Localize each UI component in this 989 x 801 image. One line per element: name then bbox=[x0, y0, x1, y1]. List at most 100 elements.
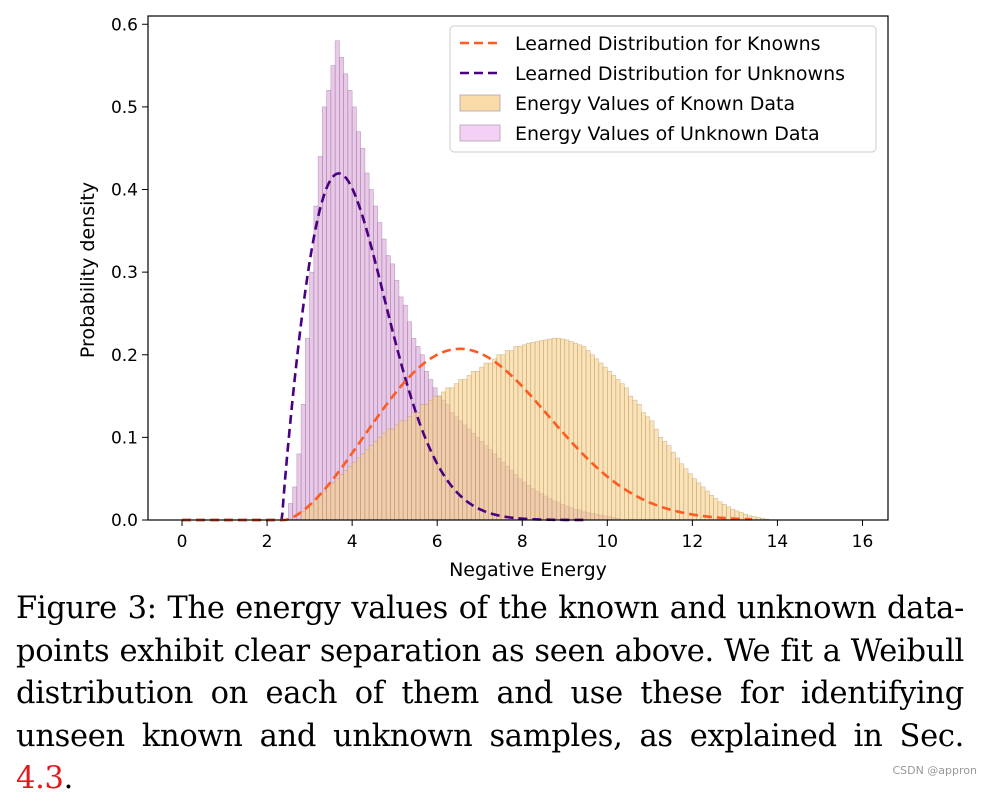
x-tick-label: 2 bbox=[262, 532, 273, 552]
known-histogram-bar bbox=[607, 370, 612, 521]
known-histogram-bar bbox=[377, 437, 383, 521]
known-histogram-bar bbox=[334, 478, 340, 521]
known-histogram-bar bbox=[619, 383, 625, 521]
section-reference-link[interactable]: 4.3 bbox=[16, 761, 64, 796]
known-histogram-bar bbox=[513, 346, 519, 521]
y-tick-label: 0.5 bbox=[111, 98, 138, 118]
knowns-weibull-curve bbox=[182, 347, 752, 522]
known-histogram-bar bbox=[504, 350, 510, 521]
x-tick-label: 10 bbox=[596, 532, 618, 552]
unknown-histogram-bar bbox=[326, 90, 332, 521]
caption-text: Figure 3: The energy values of the known… bbox=[16, 591, 964, 754]
unknown-histogram-bar bbox=[300, 404, 306, 521]
known-histogram-bar bbox=[458, 379, 464, 521]
x-tick-label: 4 bbox=[347, 532, 358, 552]
known-histogram-bar bbox=[598, 362, 604, 521]
known-histogram-bar bbox=[683, 468, 689, 521]
legend-box bbox=[449, 25, 877, 153]
known-histogram-bar bbox=[615, 379, 621, 521]
known-histogram-bar bbox=[415, 412, 421, 521]
known-histogram-bar bbox=[564, 339, 570, 521]
known-histogram-bar bbox=[428, 399, 434, 521]
known-histogram-bar bbox=[726, 506, 731, 521]
axes: 0 2 4 6 8 10 12 14 16 0.0 0.1 0.2 0.3 0.4 0.5 0.6 Negati… bbox=[77, 15, 889, 581]
x-tick-label: 16 bbox=[852, 532, 874, 552]
known-histogram-bar bbox=[530, 342, 536, 521]
y-tick-label: 0.2 bbox=[111, 346, 138, 366]
legend-label: Learned Distribution for Knowns bbox=[515, 33, 821, 55]
known-histogram-bar bbox=[373, 441, 378, 521]
known-histogram-bar bbox=[645, 416, 651, 521]
known-histogram-bar bbox=[339, 474, 344, 521]
plot-frame bbox=[147, 15, 889, 521]
known-histogram-bar bbox=[381, 432, 387, 521]
known-histogram-bar bbox=[356, 457, 361, 521]
figure-caption: Figure 3: The energy values of the known… bbox=[16, 588, 964, 801]
known-histogram-bar bbox=[453, 383, 459, 521]
caption-end: . bbox=[63, 761, 74, 796]
unknown-histogram-bar bbox=[288, 503, 293, 521]
unknown-histogram-bar bbox=[296, 453, 302, 521]
x-tick-label: 0 bbox=[177, 532, 188, 552]
known-histogram-bar bbox=[560, 338, 566, 521]
known-histogram-bar bbox=[589, 354, 595, 521]
known-histogram-bar bbox=[368, 445, 374, 521]
known-histogram-bar bbox=[636, 404, 642, 521]
known-histogram-bar bbox=[534, 341, 540, 521]
unknowns-weibull-curve bbox=[182, 172, 587, 522]
known-histogram-bar bbox=[326, 486, 332, 521]
legend-patch-swatch bbox=[459, 124, 501, 142]
known-histogram-bar bbox=[479, 366, 485, 521]
legend-label: Energy Values of Unknown Data bbox=[515, 123, 820, 145]
unknown-histogram-bar bbox=[322, 106, 327, 521]
unknown-histogram-bar bbox=[339, 57, 344, 521]
y-tick-label: 0.1 bbox=[111, 428, 138, 448]
y-tick-label: 0.0 bbox=[111, 511, 138, 531]
known-histogram-bar bbox=[445, 387, 451, 521]
known-histogram-bar bbox=[475, 370, 481, 521]
known-histogram-bar bbox=[487, 362, 493, 521]
known-histogram-bar bbox=[577, 344, 583, 521]
y-tick-label: 0.3 bbox=[111, 263, 138, 283]
legend-label: Energy Values of Known Data bbox=[515, 93, 795, 115]
known-histogram-bar bbox=[602, 366, 608, 521]
unknown-histogram-bar bbox=[313, 205, 319, 521]
known-histogram-bar bbox=[364, 449, 370, 521]
known-histogram-bar bbox=[483, 362, 489, 521]
legend: Learned Distribution for Knowns Learned D… bbox=[449, 25, 877, 153]
chart: 0 2 4 6 8 10 12 14 16 0.0 0.1 0.2 0.3 0.4 0.5 0.6 Negati… bbox=[77, 15, 889, 581]
y-axis-label: Probability density bbox=[77, 182, 99, 358]
known-histogram-bar bbox=[424, 404, 429, 521]
known-histogram-bar bbox=[330, 482, 336, 521]
known-histogram-bar bbox=[632, 399, 638, 521]
known-histogram-bar bbox=[470, 370, 476, 521]
known-histogram-bar bbox=[385, 428, 391, 521]
known-histogram-bar bbox=[313, 499, 319, 521]
known-histogram-bar bbox=[351, 461, 357, 521]
known-histogram-bar bbox=[390, 428, 395, 521]
known-histogram-bar bbox=[419, 404, 425, 521]
known-histogram-bar bbox=[496, 354, 502, 521]
known-histogram-bar bbox=[547, 338, 553, 521]
watermark: CSDN @appron bbox=[892, 764, 977, 777]
known-histogram-bar bbox=[300, 511, 306, 521]
known-histogram-bar bbox=[402, 420, 408, 521]
unknown-histogram-bar bbox=[309, 271, 315, 521]
x-tick-label: 12 bbox=[682, 532, 704, 552]
known-histogram-bar bbox=[585, 350, 591, 521]
known-histogram-bar bbox=[466, 375, 472, 521]
unknown-histogram-bar bbox=[351, 106, 357, 521]
known-histogram-bar bbox=[624, 387, 629, 521]
known-histogram-bar bbox=[641, 412, 646, 521]
known-histogram-bar bbox=[581, 346, 587, 521]
known-histogram-bar bbox=[462, 379, 468, 521]
known-histogram-bar bbox=[322, 490, 327, 521]
known-histogram-bar bbox=[611, 375, 617, 521]
known-histogram-bar bbox=[568, 341, 574, 521]
known-histogram-bar bbox=[538, 340, 544, 521]
x-tick-label: 6 bbox=[432, 532, 443, 552]
known-histogram-bar bbox=[317, 494, 323, 521]
known-histogram-bar bbox=[526, 342, 532, 521]
known-histogram-bar bbox=[594, 358, 600, 521]
known-histogram-bar bbox=[343, 470, 349, 521]
